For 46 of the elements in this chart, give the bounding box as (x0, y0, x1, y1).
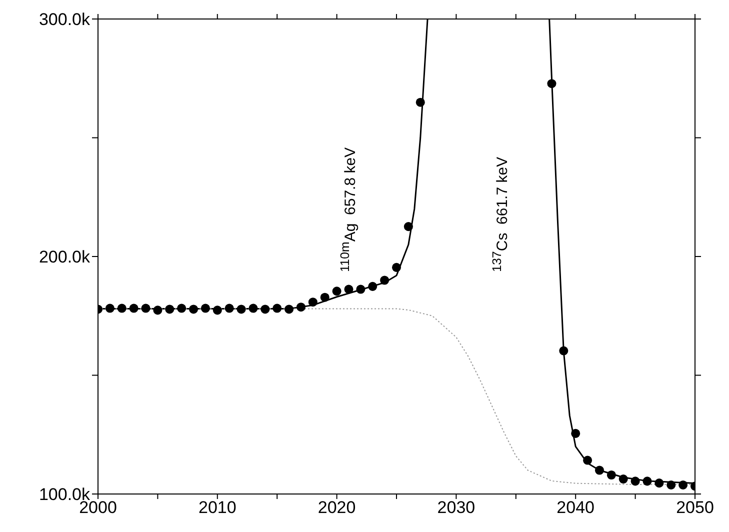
point (117, 304, 126, 313)
point (594, 466, 604, 475)
point (153, 306, 162, 315)
point (678, 480, 688, 490)
point (248, 304, 258, 313)
x-tick-label: 2010 (198, 498, 236, 518)
point (189, 304, 198, 314)
point (177, 304, 186, 313)
point (571, 428, 580, 438)
point (308, 298, 318, 307)
point (272, 304, 282, 313)
point (296, 302, 306, 312)
point (368, 282, 378, 291)
point (559, 346, 568, 356)
point (654, 478, 664, 488)
point (129, 304, 138, 313)
point (320, 292, 330, 302)
point (165, 304, 174, 314)
point (547, 79, 556, 88)
point (141, 304, 150, 313)
point (416, 98, 425, 107)
point (404, 222, 413, 232)
point (332, 286, 342, 296)
point (583, 456, 592, 465)
point (284, 304, 294, 314)
x-tick-label: 2020 (318, 498, 356, 518)
point (630, 476, 640, 486)
point (105, 304, 114, 313)
point (618, 474, 628, 484)
point (606, 470, 616, 480)
y-tick-label: 300.0k (38, 10, 90, 30)
point (392, 262, 402, 272)
point (260, 304, 270, 314)
x-tick-label: 2040 (556, 498, 595, 518)
x-tick-label: 2030 (437, 498, 476, 518)
point (666, 480, 676, 490)
point (356, 284, 366, 294)
point (380, 276, 390, 285)
y-tick-label: 200.0k (38, 248, 90, 267)
point (236, 304, 246, 314)
point (200, 304, 210, 313)
point (224, 304, 234, 313)
x-tick-label: 2050 (676, 498, 714, 518)
point (344, 284, 354, 294)
point (212, 306, 222, 315)
point (642, 476, 652, 486)
